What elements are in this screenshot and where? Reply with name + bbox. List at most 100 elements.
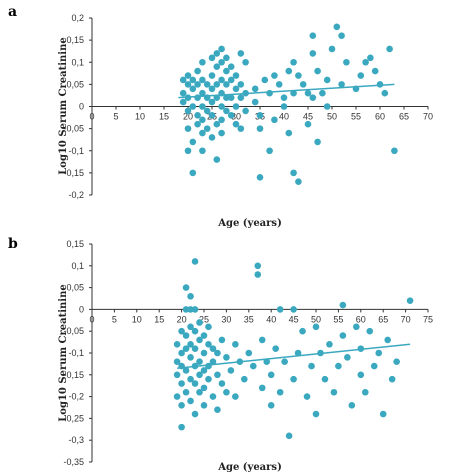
data-point [237,94,245,101]
data-point [191,327,199,335]
data-point [203,125,211,132]
data-point [200,349,208,357]
data-point [295,72,302,79]
y-tick-label: -0,15 [63,370,84,380]
data-point [323,103,331,110]
data-point [272,345,279,352]
data-point [294,349,302,357]
data-point [309,50,317,57]
chart-panel-a: a 0,2 0,15 0,1 0,05 0 -0,05 -0,1 -0,15 -0,2 0 5 10 15… [8,4,433,229]
data-point [299,327,306,335]
data-point [232,85,240,93]
data-point [237,125,245,132]
data-point [178,423,185,431]
data-point [295,178,302,186]
data-point [199,76,206,84]
data-point [343,58,350,66]
y-tick-label: 0 [79,304,84,314]
data-point [232,120,240,128]
data-point [309,94,317,101]
data-point [227,76,235,84]
data-point [182,284,190,291]
data-point [189,138,197,146]
data-point [182,388,190,396]
data-point [208,54,216,62]
x-tick-label: 30 [221,314,231,324]
data-point [241,375,248,383]
x-tick-label: 75 [423,314,433,324]
data-point [208,85,216,93]
data-point [223,94,230,101]
x-axis-title: Age (years) [217,462,282,473]
y-tick-label: -0,3 [68,435,84,445]
x-tick-label: 5 [113,112,118,122]
data-point [371,67,379,75]
data-point [285,67,293,75]
x-tick-label: 35 [244,314,254,324]
data-point [218,116,225,124]
data-point [321,375,329,383]
data-point [362,58,369,66]
data-point [290,58,297,66]
data-point [223,388,230,396]
data-point [200,332,208,339]
data-point [303,393,311,400]
data-point [213,50,221,57]
x-tick-label: 25 [199,314,209,324]
y-axis-title: Log10 Serum Creatinine [58,284,69,421]
x-tick-label: 50 [327,112,337,122]
x-tick-label: 5 [112,314,117,324]
x-tick-label: 50 [311,314,321,324]
data-point [388,375,396,383]
data-point [209,358,217,366]
data-point [314,67,321,75]
y-tick-label: 0,1 [71,261,84,271]
x-tick-label: 65 [399,112,409,122]
data-point [182,332,190,339]
data-point [357,72,365,79]
data-point [276,388,284,396]
data-point [191,410,199,418]
x-tick-label: 15 [159,112,169,122]
data-point [196,336,203,344]
data-point [178,380,185,387]
data-point [213,120,221,128]
data-point [223,354,230,361]
data-point [214,349,221,357]
data-point [173,358,181,366]
data-point [242,58,249,66]
data-point [290,375,297,383]
data-point [187,375,194,383]
data-point [319,89,326,97]
x-tick-label: 70 [423,112,433,122]
data-point [184,107,192,115]
data-point [191,258,199,265]
data-point [191,380,199,387]
data-point [194,81,201,88]
data-point [218,380,226,387]
data-point [227,94,235,101]
x-tick-label: 60 [356,314,366,324]
data-point [232,72,240,79]
data-point [218,76,225,84]
data-point [218,336,226,344]
data-point [333,23,341,31]
data-point [187,397,194,405]
y-tick-label: 0,15 [66,35,84,45]
data-point [267,402,275,409]
data-point [179,76,187,84]
data-point [187,323,194,331]
x-tick-label: 45 [289,314,299,324]
x-tick-label: 20 [177,314,187,324]
data-point [361,388,369,396]
data-point [173,340,181,348]
data-point [182,367,190,374]
data-point [256,174,264,181]
y-tick-label: -0,2 [68,392,84,402]
data-point [213,81,221,88]
trendline [177,343,411,370]
data-point [314,138,321,146]
data-point [237,50,245,57]
data-point [205,340,212,348]
data-point [196,371,203,379]
